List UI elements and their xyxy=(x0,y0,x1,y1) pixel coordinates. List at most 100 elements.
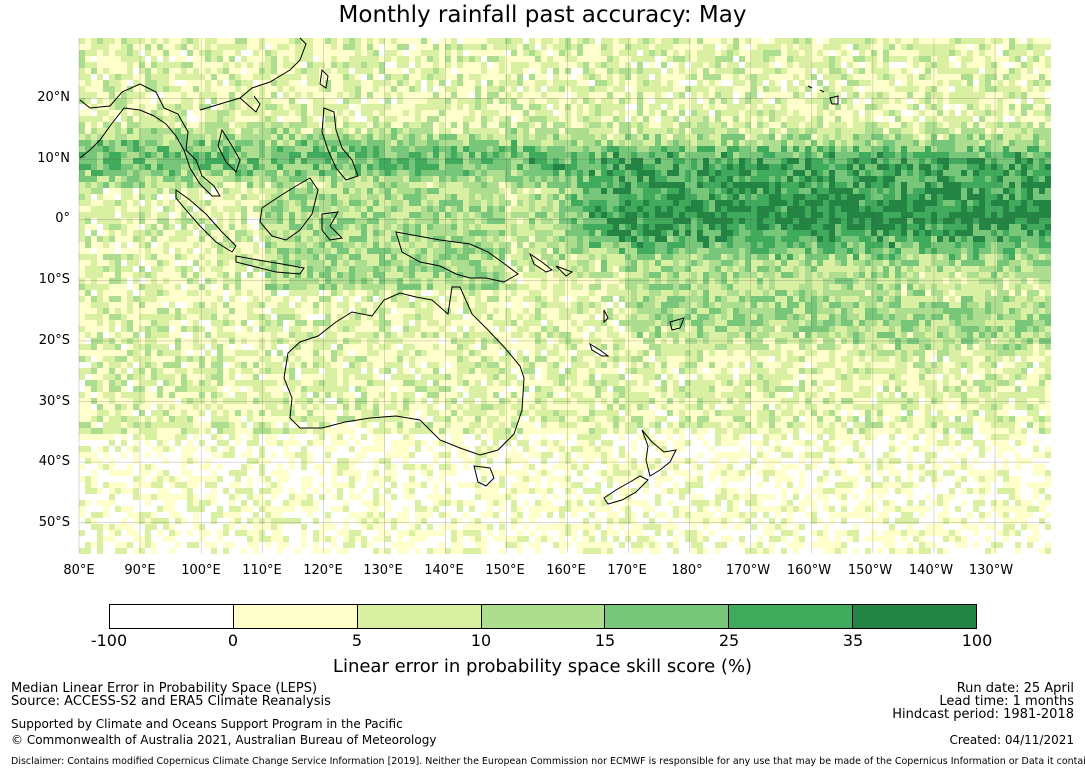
skill-cell xyxy=(217,170,223,176)
skill-cell xyxy=(583,212,589,218)
skill-cell xyxy=(475,110,481,116)
skill-cell xyxy=(469,44,475,50)
skill-cell xyxy=(991,158,997,164)
skill-cell xyxy=(523,50,529,56)
skill-cell xyxy=(865,182,871,188)
skill-cell xyxy=(763,92,769,98)
skill-cell xyxy=(1003,176,1009,182)
skill-cell xyxy=(1021,80,1027,86)
skill-cell xyxy=(217,164,223,170)
skill-cell xyxy=(997,80,1003,86)
skill-cell xyxy=(775,200,781,206)
skill-cell xyxy=(1045,56,1051,62)
skill-cell xyxy=(643,170,649,176)
skill-cell xyxy=(961,212,967,218)
skill-cell xyxy=(703,80,709,86)
skill-cell xyxy=(109,212,115,218)
skill-cell xyxy=(361,140,367,146)
skill-cell xyxy=(121,44,127,50)
skill-cell xyxy=(991,164,997,170)
skill-cell xyxy=(151,212,157,218)
skill-cell xyxy=(727,158,733,164)
skill-cell xyxy=(169,152,175,158)
skill-cell xyxy=(409,56,415,62)
skill-cell xyxy=(883,104,889,110)
skill-cell xyxy=(679,74,685,80)
skill-cell xyxy=(685,122,691,128)
skill-cell xyxy=(751,146,757,152)
skill-cell xyxy=(397,62,403,68)
skill-cell xyxy=(907,194,913,200)
skill-cell xyxy=(259,188,265,194)
skill-cell xyxy=(319,158,325,164)
skill-cell xyxy=(511,74,517,80)
skill-cell xyxy=(1033,188,1039,194)
skill-cell xyxy=(409,110,415,116)
skill-cell xyxy=(481,152,487,158)
skill-cell xyxy=(553,56,559,62)
skill-cell xyxy=(865,206,871,212)
skill-cell xyxy=(649,188,655,194)
skill-cell xyxy=(529,188,535,194)
skill-cell xyxy=(355,134,361,140)
skill-cell xyxy=(1027,206,1033,212)
skill-cell xyxy=(535,92,541,98)
skill-cell xyxy=(271,140,277,146)
skill-cell xyxy=(361,104,367,110)
skill-cell xyxy=(433,44,439,50)
skill-cell xyxy=(151,128,157,134)
skill-cell xyxy=(427,50,433,56)
skill-cell xyxy=(955,68,961,74)
skill-cell xyxy=(793,218,799,224)
skill-cell xyxy=(583,188,589,194)
skill-cell xyxy=(451,50,457,56)
skill-cell xyxy=(145,146,151,152)
skill-cell xyxy=(841,110,847,116)
skill-cell xyxy=(1033,86,1039,92)
skill-cell xyxy=(733,74,739,80)
skill-cell xyxy=(667,92,673,98)
skill-cell xyxy=(817,188,823,194)
skill-cell xyxy=(793,98,799,104)
skill-cell xyxy=(1027,164,1033,170)
skill-cell xyxy=(625,110,631,116)
skill-cell xyxy=(805,86,811,92)
skill-cell xyxy=(925,92,931,98)
skill-cell xyxy=(889,218,895,224)
skill-cell xyxy=(439,86,445,92)
skill-cell xyxy=(649,98,655,104)
skill-cell xyxy=(439,44,445,50)
skill-cell xyxy=(451,104,457,110)
skill-cell xyxy=(85,38,91,44)
skill-cell xyxy=(865,110,871,116)
skill-cell xyxy=(961,152,967,158)
skill-cell xyxy=(307,200,313,206)
skill-cell xyxy=(403,50,409,56)
skill-cell xyxy=(769,128,775,134)
skill-cell xyxy=(847,80,853,86)
skill-cell xyxy=(355,110,361,116)
skill-cell xyxy=(577,80,583,86)
skill-cell xyxy=(253,134,259,140)
skill-cell xyxy=(403,164,409,170)
skill-cell xyxy=(253,218,259,224)
skill-cell xyxy=(613,170,619,176)
skill-cell xyxy=(241,80,247,86)
skill-cell xyxy=(637,218,643,224)
skill-cell xyxy=(811,56,817,62)
skill-cell xyxy=(769,38,775,44)
skill-cell xyxy=(997,62,1003,68)
skill-cell xyxy=(97,134,103,140)
skill-cell xyxy=(799,50,805,56)
skill-cell xyxy=(115,140,121,146)
skill-cell xyxy=(175,68,181,74)
skill-cell xyxy=(643,74,649,80)
skill-cell xyxy=(451,182,457,188)
skill-cell xyxy=(529,98,535,104)
skill-cell xyxy=(211,38,217,44)
skill-cell xyxy=(313,86,319,92)
skill-cell xyxy=(793,44,799,50)
skill-cell xyxy=(643,152,649,158)
skill-cell xyxy=(727,134,733,140)
skill-cell xyxy=(913,98,919,104)
